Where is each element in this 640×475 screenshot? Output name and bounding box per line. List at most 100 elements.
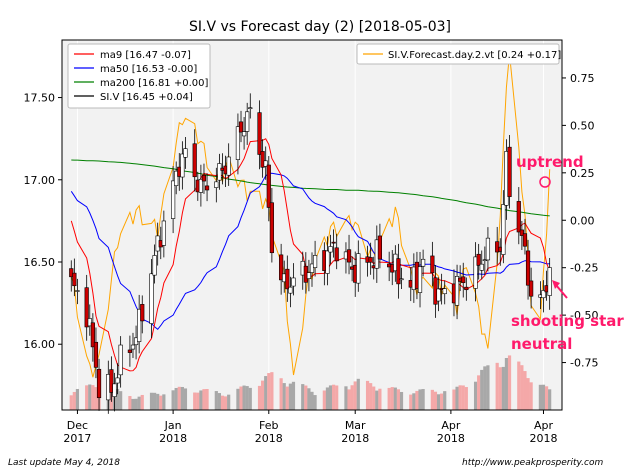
candle-body bbox=[399, 278, 404, 281]
volume-bar bbox=[387, 387, 391, 410]
volume-bar bbox=[440, 393, 444, 410]
annotation-neutral: neutral bbox=[511, 335, 572, 353]
volume-bar bbox=[464, 387, 468, 410]
volume-bar bbox=[257, 385, 262, 410]
annotation-arrow-shaft bbox=[555, 284, 568, 299]
y-right-tick-label: 0.75 bbox=[570, 72, 595, 85]
volume-bar bbox=[541, 384, 546, 410]
volume-bar bbox=[248, 387, 252, 410]
legend-left-label: ma50 [16.53 -0.00] bbox=[100, 64, 197, 75]
ma200-line bbox=[71, 159, 550, 217]
volume-bar bbox=[325, 387, 330, 410]
volume-bar bbox=[443, 391, 447, 410]
volume-bar bbox=[452, 389, 456, 410]
candle-body bbox=[328, 246, 333, 253]
y-right-tick-label: 0.00 bbox=[570, 214, 595, 227]
volume-bar bbox=[85, 385, 89, 410]
volume-bar bbox=[285, 386, 289, 410]
volume-bar bbox=[458, 385, 462, 410]
candle-body bbox=[368, 257, 373, 263]
volume-bar bbox=[396, 389, 401, 410]
candle-body bbox=[476, 253, 481, 266]
x-tick-label-year: 2017 bbox=[63, 432, 91, 445]
x-tick-label-month: Dec bbox=[67, 419, 88, 432]
candle-body bbox=[306, 272, 312, 279]
volume-bar bbox=[520, 365, 524, 410]
candle-body bbox=[84, 287, 89, 328]
volume-bar bbox=[399, 391, 404, 410]
x-tick-label-month: Apr bbox=[534, 419, 554, 432]
candle-body bbox=[461, 276, 466, 284]
candle-body bbox=[519, 229, 524, 236]
candle-body bbox=[285, 268, 290, 290]
volume-bar bbox=[75, 388, 80, 410]
candle-body bbox=[263, 160, 268, 167]
volume-bar bbox=[347, 389, 351, 410]
plot-frame bbox=[61, 39, 563, 411]
y-right-tick-label: 0.25 bbox=[570, 167, 595, 180]
candle-body bbox=[69, 268, 74, 278]
volume-bar bbox=[415, 390, 419, 410]
volume-bar bbox=[214, 391, 218, 410]
volume-bar bbox=[196, 392, 200, 410]
annotation-arrow-head bbox=[552, 280, 560, 289]
volume-bar bbox=[91, 385, 95, 410]
y-left-tick-label: 17.00 bbox=[24, 174, 56, 187]
volume-bar bbox=[152, 392, 157, 410]
volume-bar bbox=[137, 396, 141, 410]
candle-body bbox=[140, 304, 145, 322]
candle-body bbox=[479, 263, 484, 271]
volume-bar bbox=[177, 386, 181, 410]
volume-bar bbox=[313, 395, 317, 410]
volume-bar bbox=[236, 388, 240, 410]
candle-body bbox=[430, 255, 435, 274]
candle-body bbox=[152, 255, 157, 276]
candle-body bbox=[137, 308, 142, 342]
volume-bar bbox=[242, 385, 246, 410]
volume-bar bbox=[461, 385, 465, 410]
candle-body bbox=[346, 249, 352, 263]
volume-bar bbox=[544, 386, 549, 410]
candle-body bbox=[171, 180, 176, 219]
legend-left-label: ma9 [16.47 -0.07] bbox=[100, 50, 191, 61]
candle-body bbox=[90, 322, 95, 348]
volume-bar bbox=[529, 382, 533, 410]
candle-body bbox=[377, 235, 383, 260]
candle-body bbox=[291, 277, 296, 287]
volume-bar bbox=[507, 355, 512, 410]
candle-body bbox=[238, 121, 244, 133]
volume-bar bbox=[365, 380, 370, 410]
volume-bar bbox=[288, 383, 292, 410]
candle-body bbox=[516, 201, 521, 233]
candle-body bbox=[421, 258, 426, 267]
candle-body bbox=[180, 153, 185, 178]
y-right-tick-label: -0.75 bbox=[570, 357, 598, 370]
volume-bar bbox=[180, 386, 184, 410]
volume-bar bbox=[421, 389, 425, 410]
volume-bar bbox=[128, 396, 132, 410]
volume-bar bbox=[270, 372, 274, 410]
candle-body bbox=[241, 131, 247, 137]
candle-body bbox=[149, 273, 154, 324]
candle-body bbox=[115, 377, 120, 384]
annotation-shooting-star: shooting star bbox=[511, 312, 624, 330]
candle-body bbox=[93, 341, 99, 368]
volume-bar bbox=[307, 388, 311, 410]
volume-bar bbox=[538, 384, 542, 410]
volume-bar bbox=[171, 390, 175, 410]
annotation-uptrend: uptrend bbox=[516, 153, 584, 171]
candle-body bbox=[130, 344, 136, 350]
volume-bar bbox=[433, 391, 438, 410]
candle-body bbox=[541, 290, 546, 299]
y-right-tick-label: -0.50 bbox=[570, 309, 598, 322]
candle-body bbox=[331, 241, 336, 244]
volume-bar bbox=[495, 362, 499, 410]
chart-title: SI.V vs Forecast day (2) [2018-05-03] bbox=[189, 19, 451, 35]
candle-body bbox=[204, 185, 210, 191]
candle-body bbox=[454, 276, 460, 306]
volume-bar bbox=[523, 371, 527, 410]
volume-bar bbox=[369, 383, 373, 410]
source-link[interactable]: http://www.peakprosperity.com bbox=[462, 458, 604, 468]
y-right-tick-label: -0.25 bbox=[570, 262, 598, 275]
